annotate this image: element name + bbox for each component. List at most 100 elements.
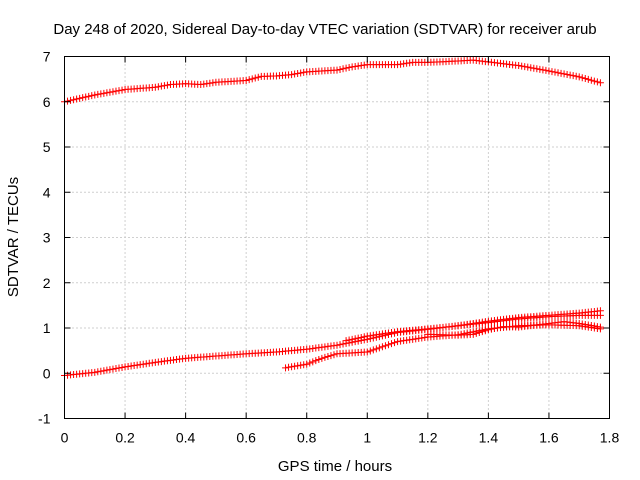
data-point — [575, 73, 583, 81]
data-point — [481, 327, 489, 335]
data-point — [339, 65, 347, 73]
data-point — [118, 363, 126, 371]
y-tick-label: 5 — [43, 139, 51, 155]
data-point — [163, 81, 171, 89]
data-point — [587, 322, 595, 330]
data-point — [73, 95, 81, 103]
data-point — [336, 341, 344, 349]
data-point — [581, 321, 589, 329]
x-tick-label: 0.4 — [176, 430, 196, 446]
data-point — [85, 92, 93, 100]
y-tick-label: 1 — [43, 320, 51, 336]
data-point — [378, 343, 386, 351]
data-point — [569, 72, 577, 80]
series-lower-track-D — [424, 318, 604, 339]
data-point — [336, 65, 344, 73]
data-point — [593, 78, 601, 86]
data-point — [536, 65, 544, 73]
data-point — [348, 335, 356, 343]
data-point — [345, 64, 353, 72]
data-point — [282, 364, 290, 372]
data-point — [157, 82, 165, 90]
data-point — [487, 325, 495, 333]
data-point — [533, 65, 541, 73]
data-point — [475, 329, 483, 337]
data-point — [297, 69, 305, 77]
data-point — [342, 64, 350, 72]
data-point — [530, 64, 538, 72]
data-point — [109, 88, 117, 96]
data-point — [88, 92, 96, 100]
series-upper-track — [61, 56, 604, 106]
data-point — [596, 311, 604, 319]
data-point — [306, 359, 314, 367]
data-point — [94, 368, 102, 376]
data-point — [354, 334, 362, 342]
data-point — [575, 319, 583, 327]
data-point — [493, 324, 501, 332]
x-tick-label: 1.2 — [418, 430, 438, 446]
data-point — [545, 67, 553, 75]
data-point — [294, 70, 302, 78]
data-point — [554, 69, 562, 77]
data-point — [590, 77, 598, 85]
data-point — [248, 75, 256, 83]
data-point — [578, 74, 586, 82]
data-point — [596, 323, 604, 331]
data-point — [366, 347, 374, 355]
data-point — [79, 94, 87, 102]
grid — [64, 56, 610, 419]
data-point — [327, 352, 335, 360]
data-point — [596, 79, 604, 87]
data-point — [360, 333, 368, 341]
data-point — [542, 66, 550, 74]
x-tick-labels: 0 0.2 0.4 0.6 0.8 1 1.2 1.4 1.6 1.8 — [61, 430, 620, 446]
data-point — [584, 75, 592, 83]
data-point — [572, 72, 580, 80]
data-point — [566, 71, 574, 79]
data-point — [521, 63, 529, 71]
data-point — [318, 354, 326, 362]
y-axis-label: SDTVAR / TECUs — [5, 177, 22, 297]
data-point — [103, 366, 111, 374]
data-point — [118, 86, 126, 94]
data-point — [100, 367, 108, 375]
data-point — [151, 83, 159, 91]
data-point — [333, 341, 341, 349]
data-point — [369, 346, 377, 354]
data-point — [324, 353, 332, 361]
data-point — [372, 345, 380, 353]
data-point — [548, 68, 556, 76]
data-point — [478, 328, 486, 336]
data-point — [590, 322, 598, 330]
y-tick-label: 3 — [43, 230, 51, 246]
series-lower-track-B — [342, 311, 604, 345]
data-point — [557, 69, 565, 77]
data-point — [291, 362, 299, 370]
data-point — [490, 325, 498, 333]
data-point — [76, 94, 84, 102]
data-point — [524, 63, 532, 71]
data-point — [345, 336, 353, 344]
data-point — [351, 335, 359, 343]
data-point — [593, 323, 601, 331]
data-point — [384, 341, 392, 349]
data-point — [91, 91, 99, 99]
data-point — [100, 89, 108, 97]
x-tick-label: 1.6 — [539, 430, 559, 446]
data-point — [112, 365, 120, 373]
data-point — [309, 358, 317, 366]
data-point — [97, 367, 105, 375]
data-point — [300, 68, 308, 76]
data-point — [288, 71, 296, 79]
data-point — [300, 361, 308, 369]
data-point — [388, 340, 395, 348]
data-point — [94, 90, 102, 98]
data-point — [315, 355, 323, 363]
data-point — [563, 71, 571, 79]
x-axis-label: GPS time / hours — [278, 458, 392, 475]
data-point — [578, 320, 586, 328]
data-series — [61, 56, 604, 380]
data-point — [91, 368, 99, 376]
